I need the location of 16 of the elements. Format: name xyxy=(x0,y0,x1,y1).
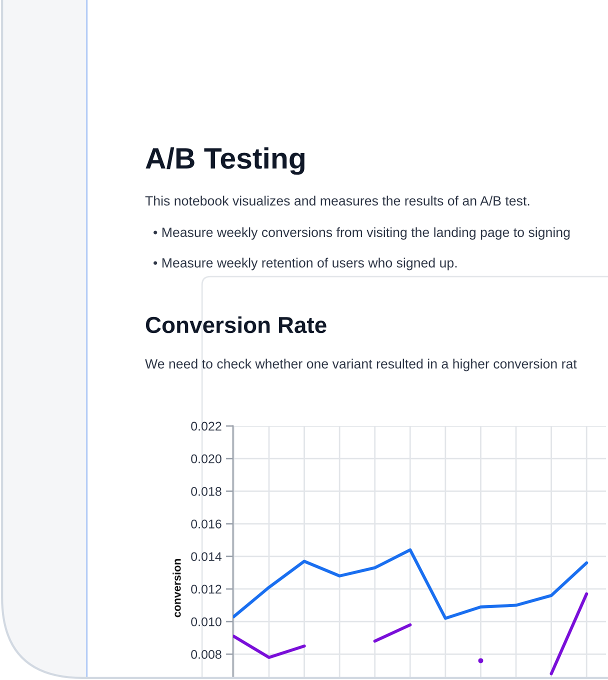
y-tick-label: 0.020 xyxy=(191,454,222,464)
y-tick-label: 0.018 xyxy=(191,486,222,496)
y-tick-label: 0.010 xyxy=(191,617,222,626)
chart-title: A/B Testing xyxy=(146,147,304,175)
text: • Measure weekly conversions from visiting the landing page to signing xyxy=(154,227,570,240)
y-tick-label: 0.008 xyxy=(191,650,222,659)
y-tick-label: 0.012 xyxy=(191,584,222,594)
chart-subtitle: Conversion Rate xyxy=(146,316,326,334)
y-tick-label: 0.014 xyxy=(191,552,222,562)
text: We need to check whether one variant resulted in a higher conversion rat xyxy=(145,358,577,372)
line-series xyxy=(233,548,588,620)
text: This notebook visualizes and measures the results of an A/B test. xyxy=(145,196,530,206)
y-axis-title: conversion xyxy=(172,559,181,618)
y-tick-label: 0.022 xyxy=(191,422,222,431)
y-tick-label: 0.016 xyxy=(191,520,222,528)
text: • Measure weekly retention of users who signed up. xyxy=(154,258,457,270)
